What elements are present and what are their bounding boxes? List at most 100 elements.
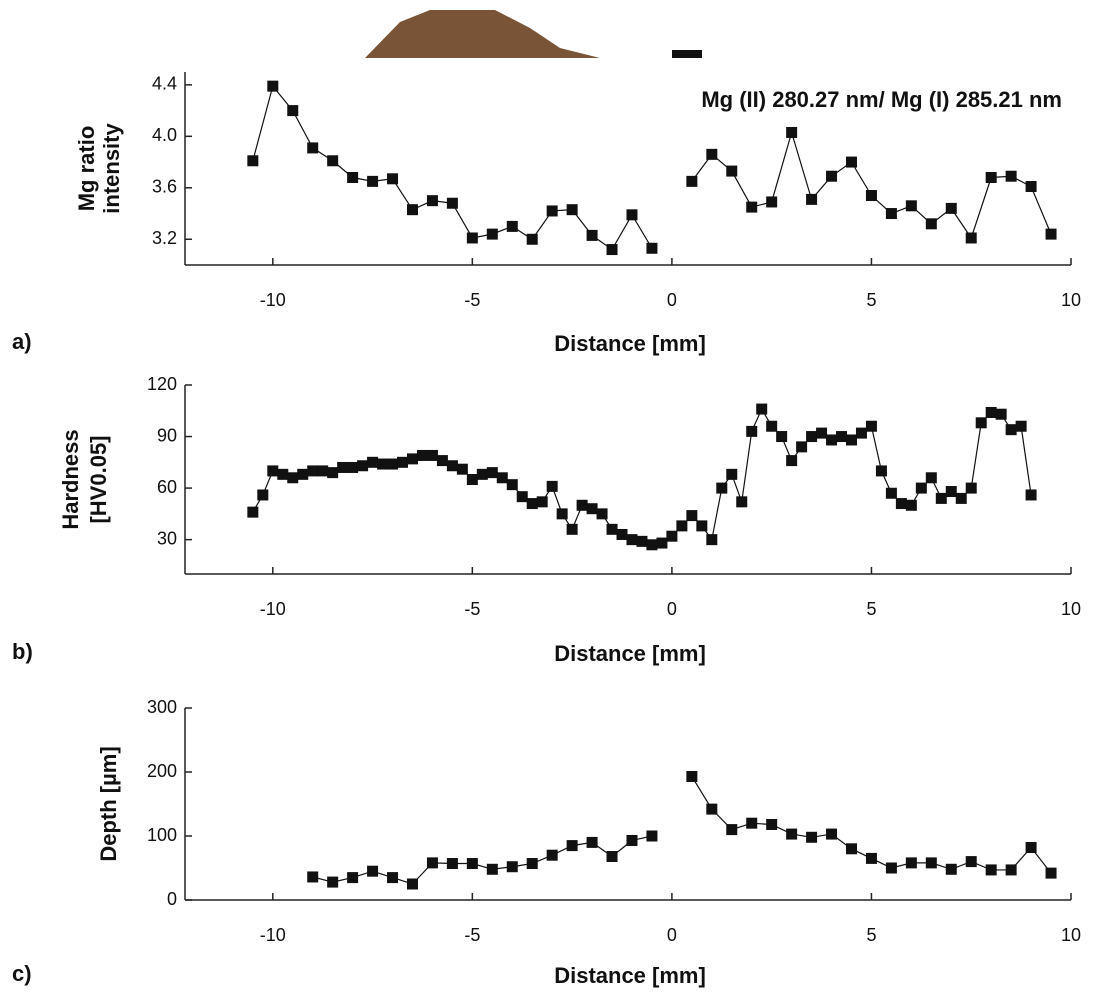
y-tick-label: 3.2 (152, 228, 177, 248)
data-point (915, 482, 927, 494)
data-point (826, 170, 838, 182)
data-point (426, 195, 438, 207)
data-point (995, 408, 1007, 420)
data-point (1045, 867, 1057, 879)
data-point (347, 172, 359, 184)
data-point (845, 156, 857, 168)
data-point (526, 498, 538, 510)
data-line (252, 84, 653, 251)
data-point (506, 220, 518, 232)
data-point (686, 770, 698, 782)
y-tick-label: 60 (157, 477, 177, 497)
data-point (1005, 864, 1017, 876)
data-point (865, 420, 877, 432)
data-point (277, 468, 289, 480)
y-tick-label: 4.4 (152, 74, 177, 94)
data-point (865, 852, 877, 864)
data-point (327, 467, 339, 479)
data-point (796, 441, 808, 453)
data-point (845, 843, 857, 855)
data-point (566, 523, 578, 535)
data-point (1005, 424, 1017, 436)
data-point (746, 817, 758, 829)
data-point (347, 461, 359, 473)
data-point (556, 508, 568, 520)
data-point (466, 232, 478, 244)
data-point (865, 190, 877, 202)
data-point (746, 201, 758, 213)
data-point (905, 857, 917, 869)
data-point (746, 425, 758, 437)
data-point (706, 148, 718, 160)
x-tick-label: -5 (464, 599, 480, 619)
y-tick-label: 300 (147, 697, 177, 717)
data-point (945, 202, 957, 214)
data-point (646, 830, 658, 842)
x-tick-label: 0 (667, 599, 677, 619)
data-point (247, 506, 259, 518)
data-point (626, 834, 638, 846)
x-tick-label: -5 (464, 925, 480, 945)
data-point (267, 465, 279, 477)
data-point (885, 208, 897, 220)
data-point (367, 175, 379, 187)
data-point (297, 468, 309, 480)
data-point (845, 434, 857, 446)
y-axis-label: Mg ratio (74, 126, 99, 212)
panel-label: b) (12, 639, 33, 664)
data-point (466, 858, 478, 870)
data-point (826, 434, 838, 446)
x-tick-label: 10 (1061, 290, 1081, 310)
y-tick-label: 30 (157, 528, 177, 548)
data-point (756, 403, 768, 415)
data-point (786, 126, 798, 138)
data-point (367, 865, 379, 877)
data-point (776, 431, 788, 443)
data-point (676, 520, 688, 532)
data-point (347, 872, 359, 884)
data-point (506, 861, 518, 873)
data-point (786, 455, 798, 467)
data-point (875, 465, 887, 477)
y-tick-label: 200 (147, 761, 177, 781)
data-point (526, 233, 538, 245)
data-point (546, 205, 558, 217)
data-point (945, 486, 957, 498)
data-point (496, 472, 508, 484)
data-point (965, 856, 977, 868)
x-axis-label: Distance [mm] (554, 641, 706, 666)
data-point (1005, 170, 1017, 182)
data-point (566, 204, 578, 216)
data-point (1025, 181, 1037, 193)
data-point (486, 467, 498, 479)
data-point (1015, 420, 1027, 432)
data-point (925, 472, 937, 484)
data-point (905, 499, 917, 511)
data-point (855, 427, 867, 439)
data-point (516, 491, 528, 503)
y-tick-label: 4.0 (152, 125, 177, 145)
data-point (337, 461, 349, 473)
x-axis-label: Distance [mm] (554, 331, 706, 356)
y-tick-label: 100 (147, 825, 177, 845)
data-point (287, 472, 299, 484)
data-point (526, 858, 538, 870)
data-point (716, 482, 728, 494)
data-point (686, 510, 698, 522)
data-point (1025, 489, 1037, 501)
sample-photo (365, 10, 600, 58)
data-point (456, 463, 468, 475)
data-point (965, 482, 977, 494)
data-point (816, 427, 828, 439)
data-point (786, 828, 798, 840)
data-point (436, 455, 448, 467)
data-point (985, 172, 997, 184)
x-tick-label: 5 (866, 290, 876, 310)
data-point (726, 468, 738, 480)
y-tick-label: 0 (167, 889, 177, 909)
data-point (726, 165, 738, 177)
data-point (806, 431, 818, 443)
data-point (426, 857, 438, 869)
data-point (586, 229, 598, 241)
data-point (387, 872, 399, 884)
